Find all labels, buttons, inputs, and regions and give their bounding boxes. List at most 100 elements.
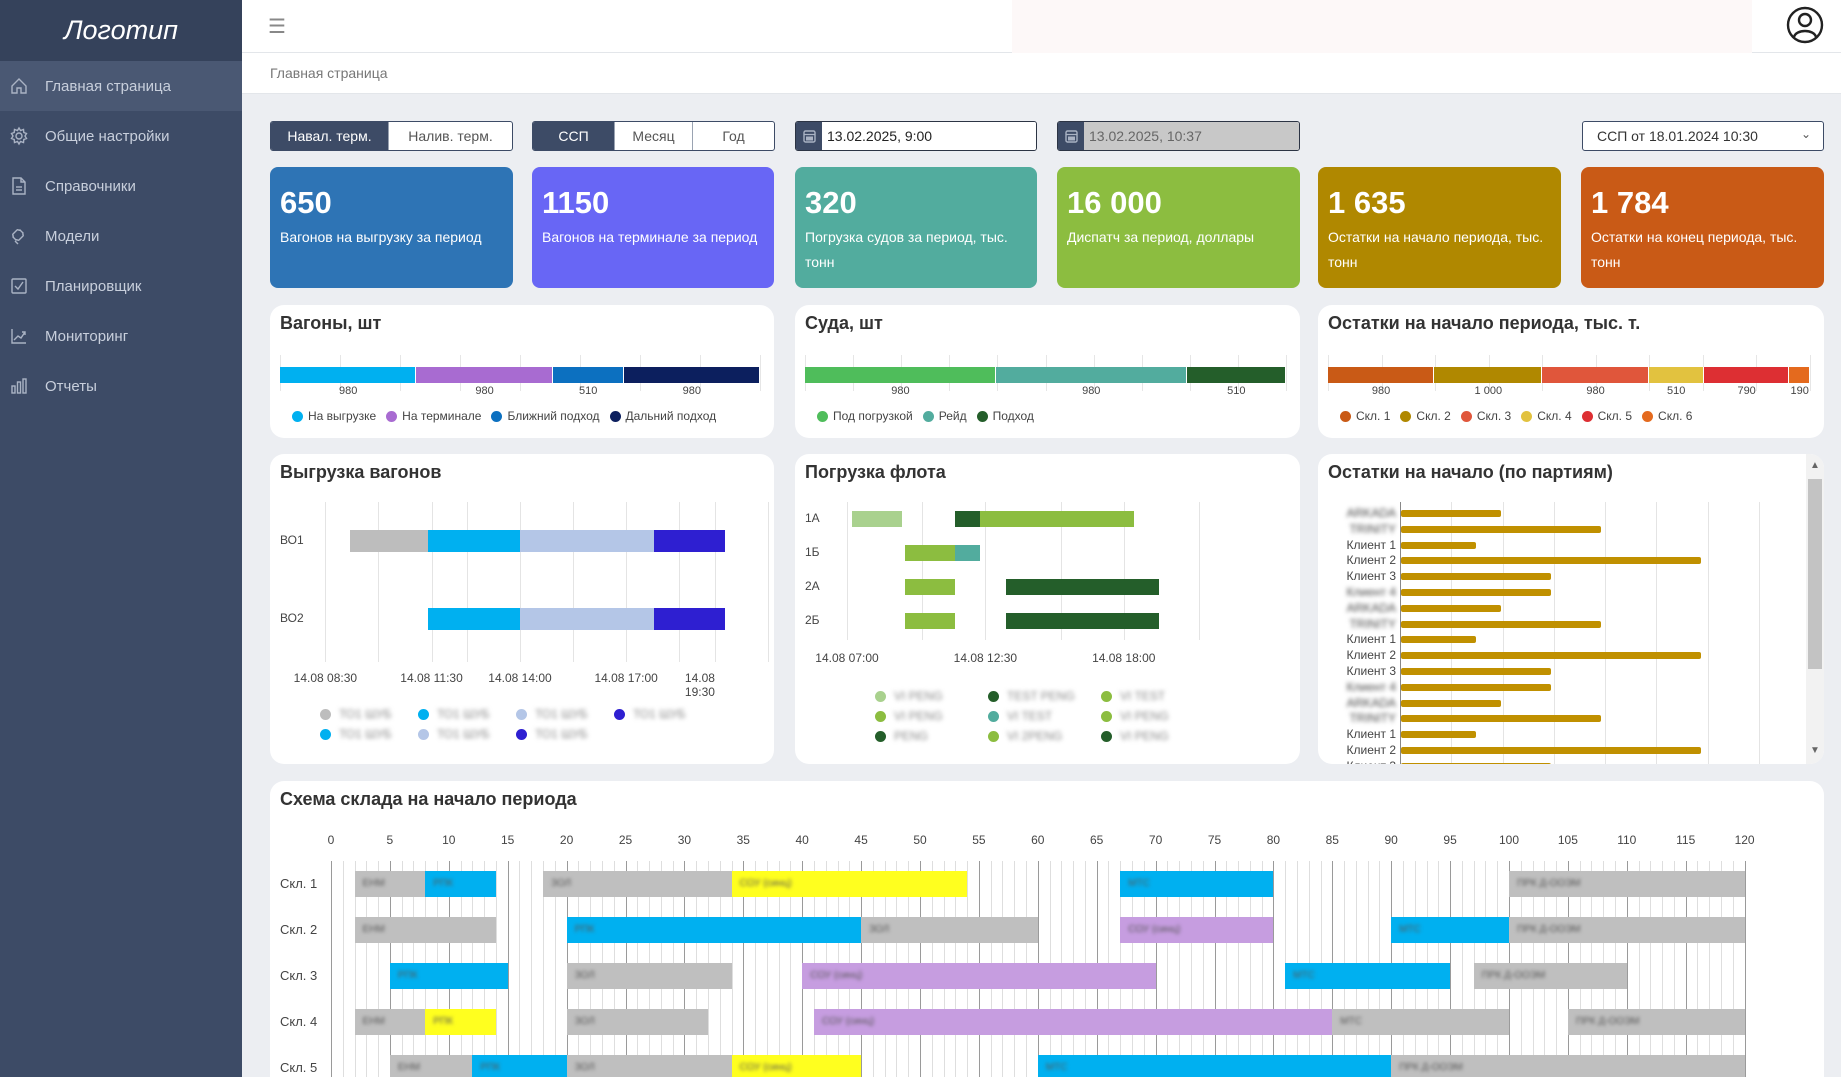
- storage-bar[interactable]: ЗОЛ: [566, 1055, 732, 1077]
- gantt-bar[interactable]: [350, 530, 428, 552]
- legend-item[interactable]: Рейд: [922, 409, 967, 423]
- gantt-bar[interactable]: [980, 511, 1134, 527]
- bar-segment[interactable]: [1703, 367, 1790, 383]
- gantt-bar[interactable]: [955, 545, 981, 561]
- sidebar-item-3[interactable]: Модели: [0, 211, 242, 261]
- sidebar-item-4[interactable]: Планировщик: [0, 261, 242, 311]
- legend-item[interactable]: PENG: [875, 729, 928, 743]
- legend-item[interactable]: Скл. 5: [1581, 409, 1632, 423]
- storage-bar[interactable]: РПК: [425, 871, 496, 897]
- bar-segment[interactable]: [1789, 367, 1810, 383]
- bar[interactable]: [1401, 557, 1701, 565]
- legend-item[interactable]: ТО1 ШУБ: [516, 707, 588, 721]
- bar-segment[interactable]: [995, 367, 1187, 383]
- gantt-bar[interactable]: [520, 530, 655, 552]
- storage-bar[interactable]: ЕНМ: [389, 1055, 473, 1077]
- scroll-up-icon[interactable]: ▲: [1810, 460, 1820, 471]
- bar[interactable]: [1401, 668, 1551, 675]
- bar-segment[interactable]: [805, 367, 996, 383]
- bar[interactable]: [1401, 762, 1551, 764]
- sidebar-item-1[interactable]: Общие настройки: [0, 111, 242, 161]
- legend-item[interactable]: VI TEST: [1101, 689, 1165, 703]
- plan-select[interactable]: ССП от 18.01.2024 10:30 ⌄: [1582, 121, 1824, 151]
- breadcrumb[interactable]: Главная страница: [270, 65, 388, 81]
- terminal-option-liquid[interactable]: Налив. терм.: [388, 122, 512, 150]
- storage-bar[interactable]: МТС: [1332, 1009, 1509, 1035]
- gantt-bar[interactable]: [428, 608, 520, 630]
- gantt-bar[interactable]: [904, 545, 956, 561]
- gantt-bar[interactable]: [1005, 613, 1159, 629]
- sidebar-item-0[interactable]: Главная страница: [0, 61, 242, 111]
- calendar-icon[interactable]: [796, 122, 822, 150]
- legend-item[interactable]: Подход: [976, 409, 1034, 423]
- sidebar-item-2[interactable]: Справочники: [0, 161, 242, 211]
- legend-item[interactable]: TEST PENG: [988, 689, 1075, 703]
- kpi-card[interactable]: 16 000 Диспатч за период, доллары: [1057, 167, 1300, 288]
- storage-bar[interactable]: ПРК Д-ООЭМ: [1509, 917, 1745, 943]
- legend-item[interactable]: ТО1 ШУБ: [320, 727, 392, 741]
- bar[interactable]: [1401, 636, 1476, 644]
- sidebar-item-6[interactable]: Отчеты: [0, 361, 242, 411]
- bar[interactable]: [1401, 715, 1601, 723]
- legend-item[interactable]: ТО1 ШУБ: [320, 707, 392, 721]
- bar-segment[interactable]: [1186, 367, 1286, 383]
- gantt-bar[interactable]: [955, 511, 981, 527]
- legend-item[interactable]: Скл. 3: [1460, 409, 1511, 423]
- gantt-bar[interactable]: [428, 530, 520, 552]
- legend-item[interactable]: Скл. 4: [1521, 409, 1572, 423]
- legend-item[interactable]: ТО1 ШУБ: [516, 727, 588, 741]
- kpi-card[interactable]: 1 784 Остатки на конец периода, тыс. тонн: [1581, 167, 1824, 288]
- calendar-icon[interactable]: [1058, 122, 1084, 150]
- storage-bar[interactable]: МТС: [1120, 871, 1274, 897]
- storage-bar[interactable]: ЕНМ: [354, 1009, 426, 1035]
- bar-segment[interactable]: [1542, 367, 1649, 383]
- bar[interactable]: [1401, 731, 1476, 739]
- gantt-bar[interactable]: [904, 613, 956, 629]
- scrollbar[interactable]: ▲ ▼: [1806, 454, 1824, 764]
- storage-bar[interactable]: СОУ (синц): [1120, 917, 1274, 943]
- legend-item[interactable]: ТО1 ШУБ: [418, 727, 490, 741]
- user-account-icon[interactable]: [1785, 5, 1825, 45]
- storage-bar[interactable]: ЕНМ: [354, 917, 496, 943]
- storage-bar[interactable]: СОУ (синц): [802, 963, 1156, 989]
- storage-bar[interactable]: ЗОЛ: [566, 963, 732, 989]
- bar-segment[interactable]: [1328, 367, 1435, 383]
- legend-item[interactable]: VI PENG: [875, 709, 943, 723]
- date-from-field[interactable]: 13.02.2025, 9:00: [795, 121, 1037, 151]
- legend-item[interactable]: VI 2PENG: [988, 729, 1062, 743]
- gantt-bar[interactable]: [520, 608, 655, 630]
- legend-item[interactable]: На терминале: [386, 409, 481, 423]
- storage-bar[interactable]: МТС: [1037, 1055, 1392, 1077]
- storage-bar[interactable]: ЗОЛ: [543, 871, 732, 897]
- bar[interactable]: [1401, 747, 1701, 754]
- bar-segment[interactable]: [280, 367, 417, 383]
- hamburger-menu-icon[interactable]: ☰: [268, 16, 286, 38]
- storage-bar[interactable]: РПК: [566, 917, 862, 943]
- legend-item[interactable]: VI PENG: [1101, 729, 1169, 743]
- storage-bar[interactable]: МТС: [1391, 917, 1509, 943]
- bar-segment[interactable]: [552, 367, 624, 383]
- period-option-year[interactable]: Год: [692, 122, 774, 150]
- gantt-bar[interactable]: [904, 579, 956, 595]
- scrollbar-thumb[interactable]: [1808, 479, 1822, 669]
- storage-bar[interactable]: ПРК Д-ООЭМ: [1473, 963, 1627, 989]
- bar-segment[interactable]: [623, 367, 760, 383]
- legend-item[interactable]: Ближний подход: [491, 409, 600, 423]
- storage-bar[interactable]: РПК: [472, 1055, 567, 1077]
- bar-segment[interactable]: [1648, 367, 1704, 383]
- period-option-ssp[interactable]: ССП: [533, 122, 614, 150]
- bar[interactable]: [1401, 652, 1701, 660]
- gantt-bar[interactable]: [1005, 579, 1159, 595]
- bar-segment[interactable]: [1434, 367, 1543, 383]
- legend-item[interactable]: Скл. 2: [1400, 409, 1451, 423]
- storage-bar[interactable]: ЕНМ: [354, 871, 426, 897]
- bar[interactable]: [1401, 604, 1501, 612]
- storage-bar[interactable]: МТС: [1285, 963, 1451, 989]
- kpi-card[interactable]: 1150 Вагонов на терминале за период: [532, 167, 774, 288]
- legend-item[interactable]: VI TEST: [988, 709, 1052, 723]
- legend-item[interactable]: ТО1 ШУБ: [418, 707, 490, 721]
- bar[interactable]: [1401, 510, 1501, 517]
- kpi-card[interactable]: 320 Погрузка судов за период, тыс. тонн: [795, 167, 1037, 288]
- period-option-month[interactable]: Месяц: [614, 122, 692, 150]
- legend-item[interactable]: Скл. 1: [1340, 409, 1390, 423]
